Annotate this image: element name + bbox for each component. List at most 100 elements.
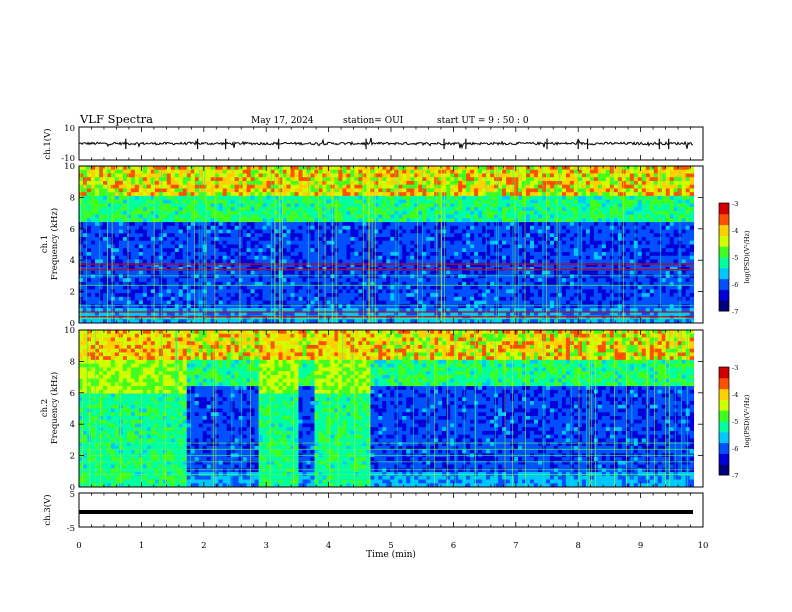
spectrogram-cell [94, 304, 100, 309]
spectrogram-cell [86, 263, 92, 268]
spectrogram-cell [526, 270, 531, 275]
spectrogram-cell [82, 308, 88, 313]
spectrogram-cell [533, 207, 539, 212]
spectrogram-cell [406, 240, 411, 245]
spectrogram-cell [322, 166, 327, 171]
ch1-spectrogram-image [79, 166, 695, 324]
spectrogram-cell [474, 166, 479, 171]
spectrogram-cell [142, 166, 148, 171]
spectrogram-cell [362, 281, 367, 287]
spectrogram-cell [190, 281, 196, 287]
spectrogram-cell [482, 259, 487, 264]
spectrogram-cell [214, 214, 220, 219]
spectrogram-cell [533, 210, 539, 215]
spectrogram-cell [450, 203, 455, 208]
spectrogram-cell [518, 222, 523, 227]
spectrogram-cell [246, 177, 252, 182]
spectrogram-cell [454, 319, 459, 324]
spectrogram-cell [174, 210, 180, 215]
spectrogram-cell [338, 199, 343, 204]
spectrogram-cell [510, 222, 515, 227]
spectrogram-cell [310, 319, 315, 324]
spectrogram-cell [462, 184, 467, 189]
spectrogram-cell [274, 195, 279, 201]
spectrogram-cell [222, 203, 228, 208]
spectrogram-cell [222, 259, 228, 264]
spectrogram-cell [79, 281, 84, 287]
spectrogram-cell [334, 300, 339, 305]
spectrogram-cell [146, 214, 152, 219]
spectrogram-cell [422, 255, 427, 260]
spectrogram-cell [378, 296, 383, 301]
spectrogram-cell [254, 311, 259, 316]
spectrogram-cell [158, 210, 164, 215]
spectrogram-cell [418, 263, 423, 268]
spectrogram-cell [422, 240, 427, 245]
spectrogram-cell [430, 199, 435, 204]
spectrogram-cell [394, 259, 399, 264]
spectrogram-cell [234, 248, 240, 253]
spectrogram-cell [422, 188, 427, 193]
spectrogram-cell [414, 285, 419, 290]
spectrogram-cell [138, 281, 144, 287]
spectrogram-cell [166, 240, 172, 245]
spectrogram-cell [398, 188, 403, 193]
spectrogram-cell [162, 311, 168, 316]
spectrogram-cell [350, 169, 355, 174]
spectrogram-cell [254, 244, 259, 249]
spectrogram-cell [298, 177, 303, 182]
spectrogram-cell [334, 207, 339, 212]
spectrogram-cell [242, 237, 248, 242]
spectrogram-cell [206, 285, 212, 290]
spectrogram-cell [222, 222, 228, 227]
spectrogram-cell [290, 278, 295, 283]
spectrogram-cell [446, 229, 451, 234]
spectrogram-cell [86, 169, 92, 174]
spectrogram-cell [298, 289, 303, 294]
spectrogram-cell [374, 251, 379, 257]
spectrogram-cell [142, 296, 148, 301]
spectrogram-cell [82, 184, 88, 189]
spectrogram-cell [374, 315, 379, 320]
spectrogram-cell [114, 244, 120, 249]
spectrogram-cell [170, 274, 176, 279]
spectrogram-cell [218, 233, 224, 238]
spectrogram-cell [134, 233, 140, 238]
spectrogram-cell [418, 285, 423, 290]
spectrogram-cell [470, 300, 475, 305]
spectrogram-cell [398, 192, 403, 197]
spectrogram-cell [314, 192, 319, 197]
spectrogram-cell [182, 229, 188, 234]
spectrogram-cell [454, 244, 459, 249]
spectrogram-cell [234, 203, 240, 208]
spectrogram-cell [326, 311, 331, 316]
spectrogram-cell [222, 319, 228, 324]
spectrogram-cell [454, 192, 459, 197]
spectrogram-cell [170, 207, 176, 212]
spectrogram-cell [533, 311, 539, 316]
spectrogram-cell [482, 169, 487, 174]
spectrogram-cell [354, 263, 359, 268]
spectrogram-cell [298, 192, 303, 197]
spectrogram-cell [190, 222, 196, 227]
spectrogram-cell [318, 225, 323, 230]
spectrogram-cell [522, 308, 527, 313]
spectrogram-cell [374, 173, 379, 178]
spectrogram-cell [210, 281, 216, 287]
spectrogram-cell [537, 270, 543, 275]
spectrogram-cell [486, 218, 491, 223]
spectrogram-cell [282, 296, 287, 301]
spectrogram-cell [238, 259, 244, 264]
spectrogram-cell [94, 263, 100, 268]
spectrogram-cell [246, 285, 252, 290]
spectrogram-cell [186, 248, 192, 253]
spectrogram-cell [362, 229, 367, 234]
spectrogram-cell [266, 184, 271, 189]
spectrogram-cell [282, 270, 287, 275]
spectrogram-cell [214, 240, 220, 245]
spectrogram-cell [410, 244, 415, 249]
spectrogram-cell [146, 296, 152, 301]
spectrogram-cell [134, 225, 140, 230]
spectrogram-cell [86, 225, 92, 230]
spectrogram-cell [206, 229, 212, 234]
